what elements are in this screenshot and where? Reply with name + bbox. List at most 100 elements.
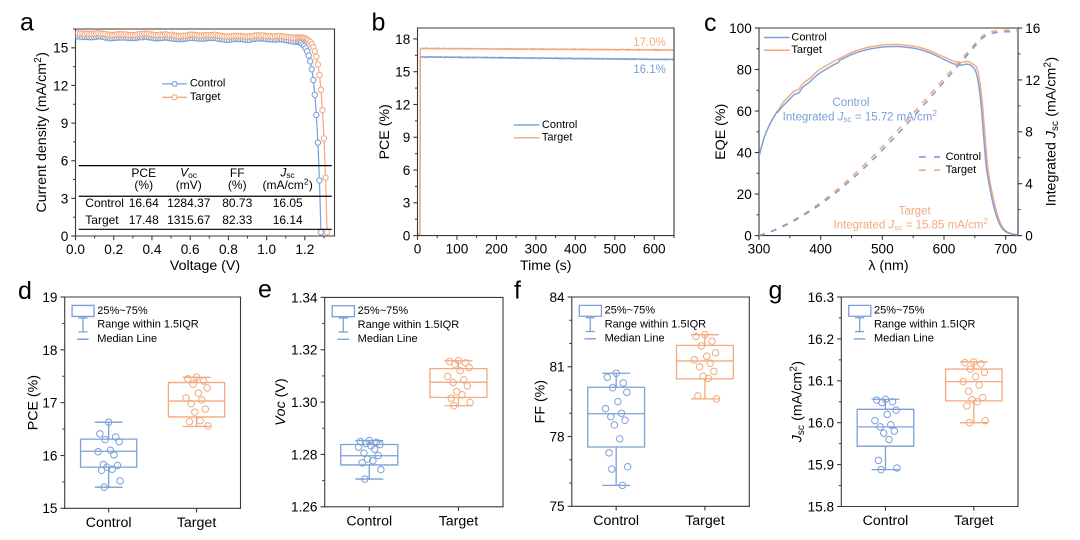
svg-text:500: 500: [871, 242, 894, 257]
svg-text:1284.37: 1284.37: [167, 196, 211, 210]
svg-text:16: 16: [42, 448, 57, 463]
svg-text:9: 9: [403, 130, 411, 145]
svg-text:0: 0: [414, 242, 422, 257]
svg-text:0.6: 0.6: [181, 242, 200, 257]
svg-text:16.3: 16.3: [808, 290, 834, 305]
svg-text:0: 0: [403, 229, 411, 244]
svg-text:Median Line: Median Line: [874, 333, 934, 345]
svg-text:I n t e: I n t e g r a t e d = 1 5 . 8 5 m A / c …: [833, 216, 988, 235]
svg-text:V o c: V o c ( V ): [272, 378, 289, 425]
svg-text:d: d: [18, 277, 32, 305]
svg-text:Range within 1.5IQR: Range within 1.5IQR: [358, 319, 460, 331]
svg-text:15: 15: [53, 41, 68, 56]
svg-text:100: 100: [446, 242, 469, 257]
svg-text:1.2: 1.2: [295, 242, 314, 257]
svg-text:EQE (%): EQE (%): [713, 104, 729, 160]
svg-text:17.48: 17.48: [129, 213, 159, 227]
svg-text:Target: Target: [439, 513, 478, 529]
svg-text:Target: Target: [542, 132, 573, 144]
svg-text:400: 400: [564, 242, 587, 257]
svg-text:b: b: [372, 9, 386, 37]
svg-text:PCE (%): PCE (%): [25, 375, 41, 430]
svg-text:78: 78: [549, 429, 564, 444]
svg-text:Target: Target: [177, 515, 216, 531]
svg-text:Time (s): Time (s): [520, 258, 572, 274]
svg-text:Control: Control: [190, 78, 225, 90]
svg-text:Target: Target: [791, 44, 822, 56]
svg-text:J s c: J s c: [279, 163, 295, 182]
svg-text:6: 6: [61, 154, 69, 169]
svg-text:16.2: 16.2: [808, 332, 834, 347]
svg-text:82.33: 82.33: [222, 213, 252, 227]
svg-text:λ (nm): λ (nm): [868, 258, 908, 274]
svg-text:1.26: 1.26: [291, 500, 317, 515]
svg-text:J s c 2: J s c 2 ( m A / c m ): [783, 361, 807, 443]
svg-text:0: 0: [1025, 229, 1033, 244]
svg-text:Range within 1.5IQR: Range within 1.5IQR: [605, 318, 707, 330]
svg-text:FF: FF: [230, 166, 245, 180]
svg-text:1.0: 1.0: [257, 242, 276, 257]
svg-text:0: 0: [61, 229, 69, 244]
svg-text:Target: Target: [954, 513, 993, 529]
svg-text:18: 18: [395, 32, 410, 47]
svg-text:1315.67: 1315.67: [167, 213, 211, 227]
svg-text:17: 17: [42, 396, 57, 411]
svg-text:600: 600: [933, 242, 956, 257]
svg-text:300: 300: [748, 242, 771, 257]
svg-text:Range within 1.5IQR: Range within 1.5IQR: [97, 319, 199, 331]
svg-text:Control: Control: [863, 513, 909, 529]
svg-text:Control: Control: [946, 151, 981, 163]
svg-text:Control: Control: [832, 97, 869, 109]
svg-text:PCE: PCE: [131, 166, 156, 180]
svg-text:8: 8: [1025, 125, 1033, 140]
svg-text:a: a: [20, 8, 34, 36]
svg-text:17.0%: 17.0%: [633, 37, 666, 49]
svg-text:Target: Target: [946, 164, 977, 176]
svg-text:500: 500: [603, 242, 626, 257]
svg-text:25%~75%: 25%~75%: [874, 305, 925, 317]
svg-text:FF (%): FF (%): [533, 380, 549, 423]
svg-text:Target: Target: [190, 91, 221, 103]
svg-text:9: 9: [61, 116, 69, 131]
svg-text:e: e: [258, 276, 272, 304]
svg-text:f: f: [514, 276, 521, 304]
svg-text:Median Line: Median Line: [605, 333, 665, 345]
svg-text:(%): (%): [134, 178, 153, 192]
svg-text:80: 80: [737, 62, 753, 77]
svg-text:( m A /: ( m A / c m ) 2: [262, 176, 317, 193]
svg-text:16.1: 16.1: [808, 374, 834, 389]
svg-text:19: 19: [42, 290, 57, 305]
svg-text:Target: Target: [899, 206, 932, 218]
svg-text:15: 15: [395, 65, 410, 80]
svg-text:Target: Target: [85, 213, 119, 227]
svg-text:0.2: 0.2: [104, 242, 123, 257]
svg-text:300: 300: [525, 242, 548, 257]
svg-text:16.64: 16.64: [129, 196, 159, 210]
svg-text:15.8: 15.8: [808, 499, 834, 514]
svg-text:V o c: V o c: [180, 163, 197, 182]
svg-text:Control: Control: [542, 119, 577, 131]
svg-text:c: c: [704, 9, 717, 37]
svg-text:0.8: 0.8: [219, 242, 238, 257]
svg-text:25%~75%: 25%~75%: [358, 305, 409, 317]
svg-text:(%): (%): [228, 178, 247, 192]
svg-text:25%~75%: 25%~75%: [605, 305, 656, 317]
svg-text:Median Line: Median Line: [358, 333, 418, 345]
svg-text:0.4: 0.4: [143, 242, 162, 257]
svg-text:1.30: 1.30: [291, 395, 318, 410]
svg-text:(mV): (mV): [176, 178, 202, 192]
svg-text:Median Line: Median Line: [97, 333, 157, 345]
svg-text:4: 4: [1025, 177, 1033, 192]
svg-text:Range within 1.5IQR: Range within 1.5IQR: [874, 318, 976, 330]
svg-text:PCE (%): PCE (%): [377, 104, 393, 159]
svg-text:12: 12: [1025, 73, 1040, 88]
svg-text:40: 40: [737, 145, 753, 160]
svg-text:g: g: [769, 276, 783, 304]
svg-text:Control: Control: [346, 513, 392, 529]
svg-text:25%~75%: 25%~75%: [97, 305, 148, 317]
svg-text:700: 700: [994, 242, 1017, 257]
svg-text:16.1%: 16.1%: [633, 64, 666, 76]
svg-text:12: 12: [395, 97, 410, 112]
svg-text:15.9: 15.9: [808, 458, 834, 473]
svg-text:81: 81: [549, 360, 564, 375]
